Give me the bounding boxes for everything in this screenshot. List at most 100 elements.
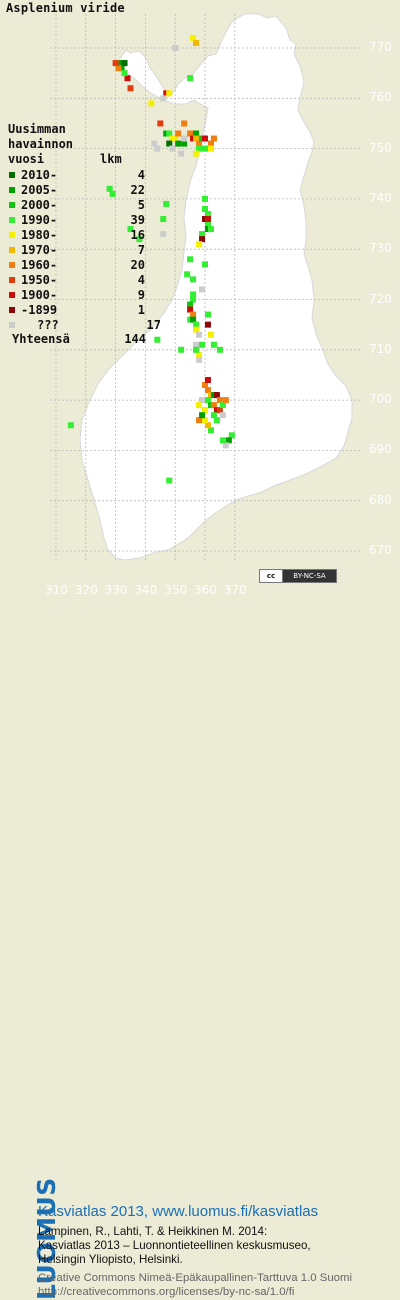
legend-count: 16: [130, 227, 145, 242]
record-square: [213, 392, 220, 399]
footer: LUOMUS Kasviatlas 2013, www.luomus.fi/ka…: [0, 600, 400, 1300]
legend-swatch: [9, 246, 15, 253]
record-square: [181, 120, 188, 127]
y-tick-label: 670: [369, 543, 392, 557]
record-square: [190, 34, 197, 41]
y-tick-label: 720: [369, 291, 392, 306]
legend-count: 7: [137, 242, 145, 257]
record-square: [190, 311, 197, 318]
record-square: [190, 291, 197, 298]
legend-rows: 2010- 4 2005- 22 2000- 5 1990- 39 1980- 16 1970- 7 1…: [8, 167, 161, 332]
map-canvas: [50, 13, 362, 561]
legend-label: 2000-: [21, 197, 58, 212]
record-square: [157, 120, 164, 127]
record-square: [196, 140, 203, 147]
legend-count: 4: [137, 167, 145, 182]
record-square: [106, 185, 113, 192]
cc-license-badge[interactable]: cc BY-NC-SA: [259, 569, 337, 583]
record-square: [172, 135, 179, 142]
record-square: [67, 422, 74, 429]
record-square: [199, 236, 206, 243]
citation-line-1: Lampinen, R., Lahti, T. & Heikkinen M. 2…: [38, 1225, 268, 1238]
record-square: [175, 130, 182, 137]
record-square: [199, 397, 206, 404]
record-square: [199, 231, 206, 238]
legend: Uusimman havainnon vuosi lkm 2010- 4 2005-…: [8, 122, 161, 347]
legend-col-count: lkm: [100, 152, 122, 166]
record-square: [175, 140, 182, 147]
record-square: [154, 145, 161, 152]
record-square: [187, 130, 194, 137]
record-square: [160, 231, 167, 238]
record-square: [121, 60, 128, 67]
record-square: [187, 256, 194, 263]
record-square: [187, 306, 194, 313]
legend-label: 2005-: [21, 182, 58, 197]
record-square: [181, 135, 188, 142]
record-square: [193, 130, 200, 137]
record-square: [219, 437, 226, 444]
record-square: [202, 261, 208, 268]
legend-label: 2010-: [21, 167, 58, 182]
legend-row: 1900- 9: [8, 287, 161, 302]
record-square: [202, 135, 208, 142]
record-square: [219, 402, 226, 409]
legend-label: 1990-: [21, 212, 58, 227]
record-square: [210, 341, 217, 348]
y-tick-label: 760: [369, 90, 392, 105]
legend-count: 9: [137, 287, 145, 302]
record-square: [196, 351, 203, 358]
x-tick-label: 310: [45, 583, 68, 597]
x-tick-label: 330: [104, 583, 128, 597]
legend-label: ???: [37, 317, 59, 332]
record-square: [207, 140, 214, 147]
legend-swatch: [9, 291, 15, 298]
legend-heading-2: havainnon: [8, 137, 74, 151]
footer-title[interactable]: Kasviatlas 2013, www.luomus.fi/kasviatla…: [38, 1203, 319, 1220]
legend-swatch: [9, 231, 15, 238]
y-tick-label: 690: [369, 442, 392, 457]
record-square: [196, 145, 203, 152]
record-square: [178, 346, 185, 353]
record-square: [204, 311, 211, 318]
legend-row: 1950- 4: [8, 272, 161, 287]
record-square: [166, 140, 173, 147]
cc-icon: cc: [260, 570, 283, 582]
record-square: [196, 331, 203, 338]
record-square: [187, 301, 194, 308]
legend-swatch: [9, 171, 15, 178]
record-square: [193, 150, 200, 157]
record-square: [222, 397, 229, 404]
y-tick-label: 740: [369, 190, 392, 205]
record-square: [207, 226, 214, 233]
legend-row: 2005- 22: [8, 182, 161, 197]
legend-swatch: [9, 321, 15, 328]
legend-swatch: [9, 216, 15, 223]
legend-label: -1899: [21, 302, 58, 317]
legend-swatch: [9, 201, 15, 208]
record-square: [202, 195, 208, 202]
y-tick-label: 730: [369, 241, 392, 256]
legend-count: 4: [137, 272, 145, 287]
record-square: [193, 326, 200, 333]
legend-row: 1960- 20: [8, 257, 161, 272]
record-square: [210, 135, 217, 142]
record-square: [216, 346, 223, 353]
legend-count: 1: [137, 302, 145, 317]
species-title: Asplenium viride: [6, 1, 125, 15]
record-square: [121, 70, 128, 77]
record-square: [172, 45, 179, 51]
legend-label: 1900-: [21, 287, 58, 302]
legend-count: 20: [130, 257, 145, 272]
record-square: [193, 341, 200, 348]
legend-heading-1: Uusimman: [8, 122, 66, 136]
record-square: [190, 296, 197, 303]
record-square: [193, 135, 200, 142]
x-tick-label: 340: [134, 583, 158, 597]
license-line-2[interactable]: http://creativecommons.org/licenses/by-n…: [38, 1286, 295, 1298]
record-square: [216, 397, 223, 404]
legend-row: -1899 1: [8, 302, 161, 317]
record-square: [154, 336, 161, 343]
legend-swatch: [9, 306, 15, 313]
record-square: [207, 427, 214, 434]
